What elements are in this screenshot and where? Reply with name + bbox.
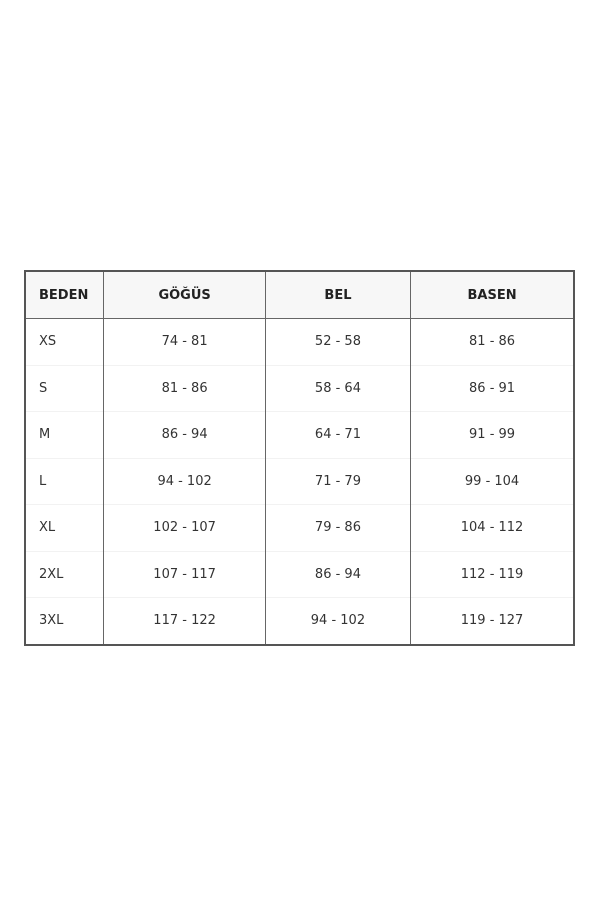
header-chest: GÖĞÜS xyxy=(103,271,266,319)
cell-chest: 74 - 81 xyxy=(103,318,266,365)
cell-chest: 81 - 86 xyxy=(103,364,266,412)
cell-size: 2XL xyxy=(25,550,104,598)
cell-chest: 94 - 102 xyxy=(103,457,266,505)
table-row: L 94 - 102 71 - 79 99 - 104 xyxy=(25,457,574,505)
header-waist: BEL xyxy=(264,271,411,319)
cell-size: L xyxy=(25,457,104,505)
table-row: 2XL 107 - 117 86 - 94 112 - 119 xyxy=(25,550,574,598)
cell-waist: 94 - 102 xyxy=(264,597,411,645)
cell-hip: 119 - 127 xyxy=(410,597,574,645)
table-row: M 86 - 94 64 - 71 91 - 99 xyxy=(25,411,574,458)
size-chart-table: BEDEN GÖĞÜS BEL BASEN XS 74 - 81 52 - 58 81… xyxy=(24,270,575,646)
cell-chest: 102 - 107 xyxy=(103,504,266,551)
cell-chest: 117 - 122 xyxy=(103,597,266,645)
table-row: XL 102 - 107 79 - 86 104 - 112 xyxy=(25,504,574,551)
cell-hip: 104 - 112 xyxy=(410,504,574,551)
cell-hip: 99 - 104 xyxy=(410,457,574,505)
table-row: S 81 - 86 58 - 64 86 - 91 xyxy=(25,364,574,412)
cell-hip: 112 - 119 xyxy=(410,550,574,598)
cell-waist: 58 - 64 xyxy=(264,364,411,412)
cell-waist: 52 - 58 xyxy=(264,318,411,365)
table-row: 3XL 117 - 122 94 - 102 119 - 127 xyxy=(25,597,574,645)
cell-waist: 71 - 79 xyxy=(264,457,411,505)
cell-chest: 107 - 117 xyxy=(103,550,266,598)
cell-hip: 81 - 86 xyxy=(410,318,574,365)
header-row: BEDEN GÖĞÜS BEL BASEN xyxy=(25,271,574,319)
cell-size: 3XL xyxy=(25,597,104,645)
cell-waist: 64 - 71 xyxy=(264,411,411,458)
cell-chest: 86 - 94 xyxy=(103,411,266,458)
cell-size: XS xyxy=(25,318,104,365)
cell-size: XL xyxy=(25,504,104,551)
cell-waist: 79 - 86 xyxy=(264,504,411,551)
header-size: BEDEN xyxy=(25,271,104,319)
cell-size: S xyxy=(25,364,104,412)
cell-hip: 91 - 99 xyxy=(410,411,574,458)
cell-hip: 86 - 91 xyxy=(410,364,574,412)
cell-size: M xyxy=(25,411,104,458)
header-hip: BASEN xyxy=(410,271,574,319)
cell-waist: 86 - 94 xyxy=(264,550,411,598)
table-row: XS 74 - 81 52 - 58 81 - 86 xyxy=(25,318,574,365)
